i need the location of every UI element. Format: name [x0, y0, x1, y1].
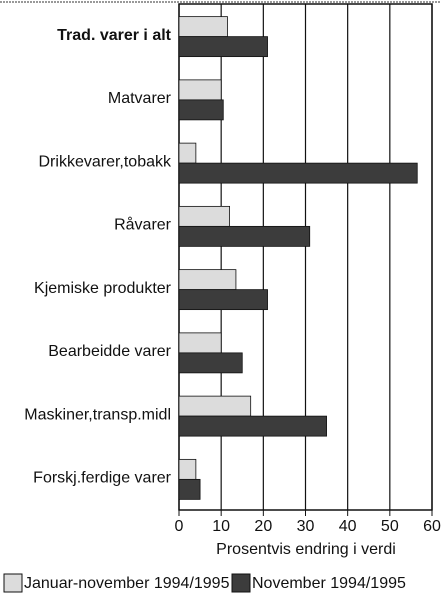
bar: [178, 225, 311, 247]
y-tick-label: Kjemiske produkter: [34, 280, 172, 297]
legend-swatch: [231, 573, 251, 593]
bar: [178, 36, 268, 58]
bar: [178, 79, 222, 101]
bar: [178, 162, 418, 184]
bar: [178, 142, 197, 164]
y-tick-label: Forskj.ferdige varer: [33, 470, 171, 487]
bar: [178, 415, 327, 437]
x-tick-label: 10: [212, 518, 230, 535]
bar: [178, 395, 252, 417]
y-tick-label: Drikkevarer,tobakk: [39, 153, 172, 170]
bar: [178, 205, 230, 227]
x-tick-label: 50: [381, 518, 399, 535]
legend-swatch: [3, 573, 23, 593]
bar: [178, 269, 237, 291]
x-axis-title: Prosentvis endring i verdi: [216, 541, 396, 558]
x-tick-label: 60: [423, 518, 441, 535]
y-tick-label: Trad. varer i alt: [57, 27, 172, 44]
bar: [178, 458, 197, 480]
x-tick-label: 0: [175, 518, 184, 535]
legend-label: November 1994/1995: [252, 575, 406, 592]
y-tick-label: Råvarer: [114, 216, 172, 234]
bar: [178, 352, 243, 374]
x-tick-label: 30: [297, 518, 315, 535]
legend-label: Januar-november 1994/1995: [24, 575, 230, 592]
x-tick-label: 40: [339, 518, 357, 535]
y-tick-label: Maskiner,transp.midl: [24, 406, 171, 423]
bar: [178, 99, 224, 121]
bar: [178, 478, 201, 500]
x-tick-label: 20: [254, 518, 272, 535]
bar: [178, 332, 222, 354]
y-tick-label: Matvarer: [108, 90, 172, 107]
bar: [178, 16, 228, 38]
y-tick-label: Bearbeidde varer: [48, 343, 171, 360]
bar: [178, 289, 268, 311]
